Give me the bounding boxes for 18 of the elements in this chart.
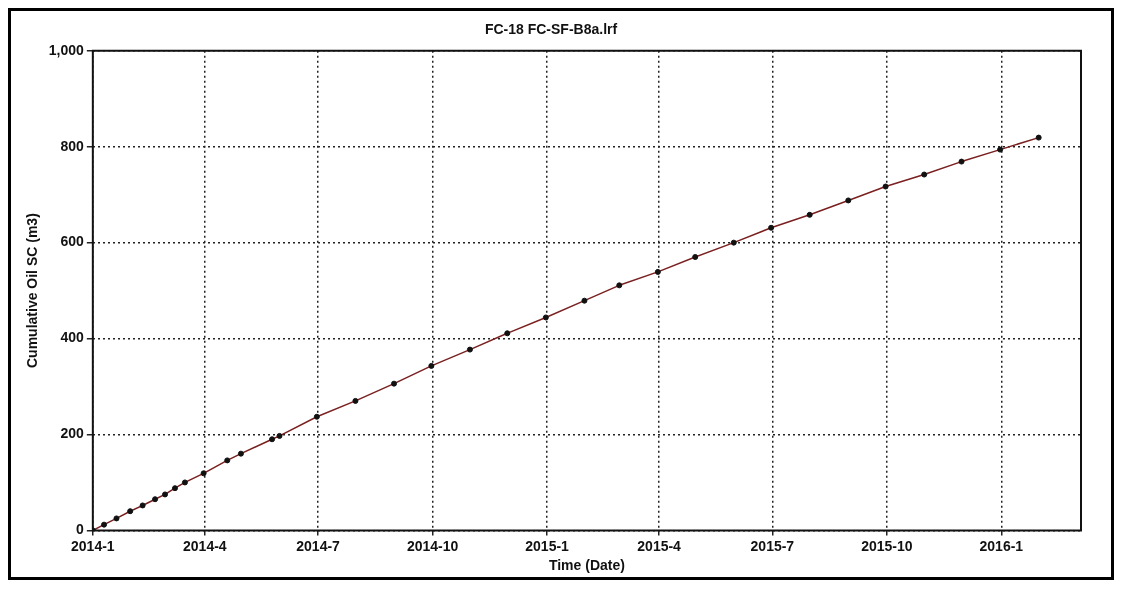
y-tick-label: 800 xyxy=(60,137,85,154)
y-tick-label: 400 xyxy=(60,329,85,346)
x-axis-title: Time (Date) xyxy=(548,557,625,574)
x-tick-label: 2015-7 xyxy=(750,537,795,554)
y-tick-label: 200 xyxy=(60,425,85,442)
chart-title: FC-18 FC-SF-B8a.lrf xyxy=(484,21,618,38)
y-axis-title: Cumulative Oil SC (m3) xyxy=(24,213,41,369)
y-tick-label: 0 xyxy=(76,521,85,538)
y-tick-label: 1,000 xyxy=(48,41,85,58)
x-tick-label: 2014-4 xyxy=(183,537,227,554)
x-tick-label: 2015-10 xyxy=(861,537,913,554)
x-tick-label: 2016-1 xyxy=(979,537,1024,554)
x-tick-label: 2015-4 xyxy=(637,537,682,554)
x-tick-label: 2015-1 xyxy=(525,537,570,554)
y-tick-label: 600 xyxy=(60,233,85,250)
x-tick-label: 2014-7 xyxy=(296,537,341,554)
x-tick-label: 2014-10 xyxy=(406,537,459,554)
x-tick-label: 2014-1 xyxy=(71,537,115,554)
